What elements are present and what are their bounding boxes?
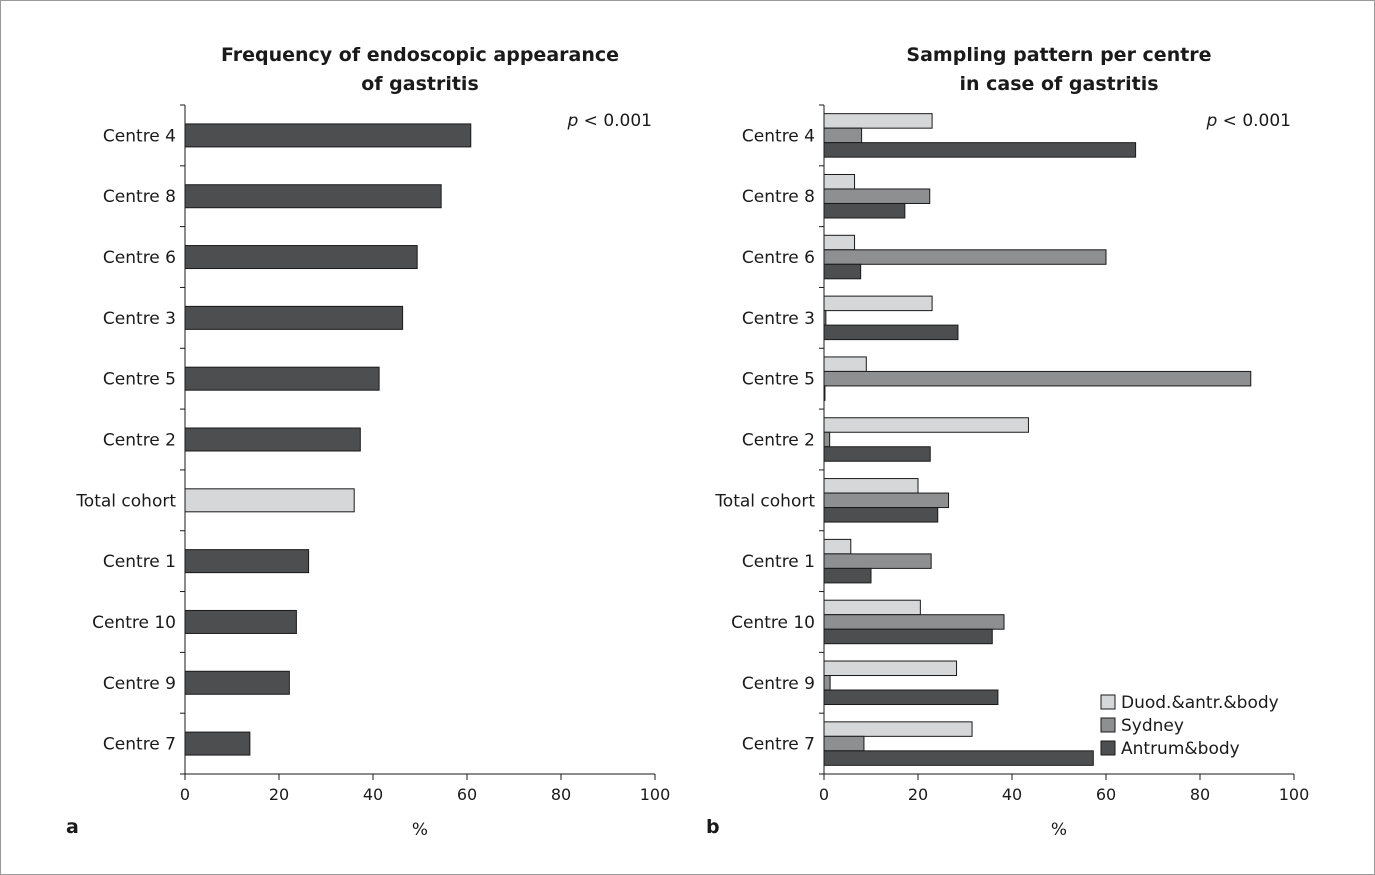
panel-b-bar-centre-3-antrum-body: [824, 325, 958, 340]
panel-b-bar-centre-5-antrum-body: [824, 386, 825, 401]
panel-b-letter: b: [706, 816, 720, 838]
panel-b-category-label-centre-8: Centre 8: [742, 187, 815, 207]
panel-b-bar-centre-6-duod-antr-body: [824, 235, 855, 250]
panel-b-legend-label-sydney: Sydney: [1121, 716, 1184, 736]
panel-b-x-tick-label: 100: [1279, 785, 1310, 804]
panel-b-bar-total-cohort-antrum-body: [824, 508, 938, 523]
panel-b-x-tick-label: 40: [1002, 785, 1022, 804]
panel-b-x-axis-label: %: [1051, 820, 1067, 840]
panel-b-category-label-centre-6: Centre 6: [742, 248, 815, 268]
panel-a-title-line-1: Frequency of endoscopic appearance: [221, 44, 619, 66]
panel-b-x-tick-label: 20: [908, 785, 928, 804]
panel-a-category-label-centre-2: Centre 2: [103, 431, 176, 451]
panel-a-bar-centre-1: [185, 550, 309, 573]
panel-a-bar-centre-4: [185, 124, 471, 147]
panel-b-category-label-centre-9: Centre 9: [742, 674, 815, 694]
panel-b-bar-centre-8-antrum-body: [824, 203, 905, 218]
panel-a-x-axis-label: %: [412, 820, 428, 840]
panel-a-bar-centre-8: [185, 185, 441, 208]
panel-b-bar-centre-6-sydney: [824, 250, 1106, 265]
panel-b-bar-centre-6-antrum-body: [824, 264, 861, 279]
panel-b-legend-label-antrum-body: Antrum&body: [1121, 739, 1240, 759]
panel-a-x-tick-label: 80: [551, 785, 571, 804]
panel-b-bar-centre-7-duod-antr-body: [824, 722, 972, 737]
panel-b-category-label-centre-10: Centre 10: [731, 613, 815, 633]
panel-a-category-label-centre-6: Centre 6: [103, 248, 176, 268]
panel-b-x-tick-label: 60: [1096, 785, 1116, 804]
panel-b-legend-swatch-sydney: [1101, 718, 1115, 732]
panel-a-bar-total-cohort: [185, 489, 354, 512]
panel-b-category-label-centre-4: Centre 4: [742, 126, 815, 146]
panel-b-bar-total-cohort-sydney: [824, 493, 949, 508]
panel-a-category-label-centre-5: Centre 5: [103, 370, 176, 390]
panel-a-bar-centre-6: [185, 246, 417, 269]
panel-a-category-label-centre-8: Centre 8: [103, 187, 176, 207]
panel-a-x-tick-label: 0: [180, 785, 190, 804]
panel-a-x-tick-label: 100: [640, 785, 671, 804]
panel-b-legend-swatch-duod-antr-body: [1101, 695, 1115, 709]
panel-a-category-label-centre-3: Centre 3: [103, 309, 176, 329]
panel-a-category-label-total-cohort: Total cohort: [75, 491, 176, 511]
panel-b-title-line-1: Sampling pattern per centre: [906, 44, 1211, 66]
panel-a-x-tick-label: 60: [457, 785, 477, 804]
panel-b-title-line-2: in case of gastritis: [959, 73, 1158, 95]
panel-b-bar-centre-7-sydney: [824, 736, 864, 751]
panel-b-category-label-centre-2: Centre 2: [742, 431, 815, 451]
panel-b-bar-centre-2-sydney: [824, 432, 830, 447]
panel-b-bar-centre-9-duod-antr-body: [824, 661, 957, 676]
panel-b-bar-centre-1-duod-antr-body: [824, 539, 851, 554]
panel-b-bar-centre-4-duod-antr-body: [824, 114, 932, 129]
panel-a-bar-centre-9: [185, 671, 289, 694]
panel-a-bar-centre-3: [185, 306, 403, 329]
panel-b-bar-centre-10-antrum-body: [824, 629, 992, 644]
panel-a-x-tick-label: 20: [269, 785, 289, 804]
panel-a-bar-centre-5: [185, 367, 379, 390]
panel-b-x-tick-label: 80: [1190, 785, 1210, 804]
panel-b-bar-centre-4-sydney: [824, 128, 862, 143]
panel-a-title-line-2: of gastritis: [361, 73, 479, 95]
panel-b-legend-label-duod-antr-body: Duod.&antr.&body: [1121, 693, 1279, 713]
panel-b-bar-centre-8-duod-antr-body: [824, 174, 855, 189]
panel-b-bar-centre-9-antrum-body: [824, 690, 998, 705]
panel-b-bar-centre-1-sydney: [824, 554, 931, 569]
panel-b-bar-centre-3-sydney: [824, 311, 826, 326]
panel-a-category-label-centre-4: Centre 4: [103, 126, 176, 146]
panel-b-category-label-total-cohort: Total cohort: [714, 491, 815, 511]
panel-b-category-label-centre-3: Centre 3: [742, 309, 815, 329]
panel-b-x-tick-label: 0: [819, 785, 829, 804]
panel-a-category-label-centre-10: Centre 10: [92, 613, 176, 633]
panel-b-bar-centre-2-antrum-body: [824, 447, 930, 462]
panel-b-bar-total-cohort-duod-antr-body: [824, 479, 918, 494]
panel-b-category-label-centre-5: Centre 5: [742, 370, 815, 390]
panel-a-p-value: p < 0.001: [566, 111, 652, 131]
panel-b-p-value: p < 0.001: [1205, 111, 1291, 131]
panel-a-bar-centre-2: [185, 428, 360, 451]
panel-b-legend-swatch-antrum-body: [1101, 741, 1115, 755]
panel-b-bar-centre-7-antrum-body: [824, 751, 1093, 766]
panel-b-bar-centre-3-duod-antr-body: [824, 296, 932, 311]
panel-a-category-label-centre-7: Centre 7: [103, 735, 176, 755]
panel-b-category-label-centre-1: Centre 1: [742, 552, 815, 572]
panel-a-bar-centre-7: [185, 732, 250, 755]
panel-b-bar-centre-1-antrum-body: [824, 568, 871, 583]
panel-a-bar-centre-10: [185, 610, 296, 633]
panel-b-bar-centre-5-sydney: [824, 371, 1251, 386]
panel-b-bar-centre-4-antrum-body: [824, 143, 1136, 158]
panel-b-bar-centre-8-sydney: [824, 189, 930, 204]
panel-b-bar-centre-10-duod-antr-body: [824, 600, 920, 615]
panel-a-category-label-centre-9: Centre 9: [103, 674, 176, 694]
panel-a-x-tick-label: 40: [363, 785, 383, 804]
panel-b-bar-centre-10-sydney: [824, 615, 1004, 630]
panel-b-bar-centre-9-sydney: [824, 676, 830, 691]
panel-a-letter: a: [66, 816, 79, 838]
panel-b-bar-centre-5-duod-antr-body: [824, 357, 866, 372]
panel-b-category-label-centre-7: Centre 7: [742, 735, 815, 755]
panel-a-category-label-centre-1: Centre 1: [103, 552, 176, 572]
panel-b-bar-centre-2-duod-antr-body: [824, 418, 1028, 433]
